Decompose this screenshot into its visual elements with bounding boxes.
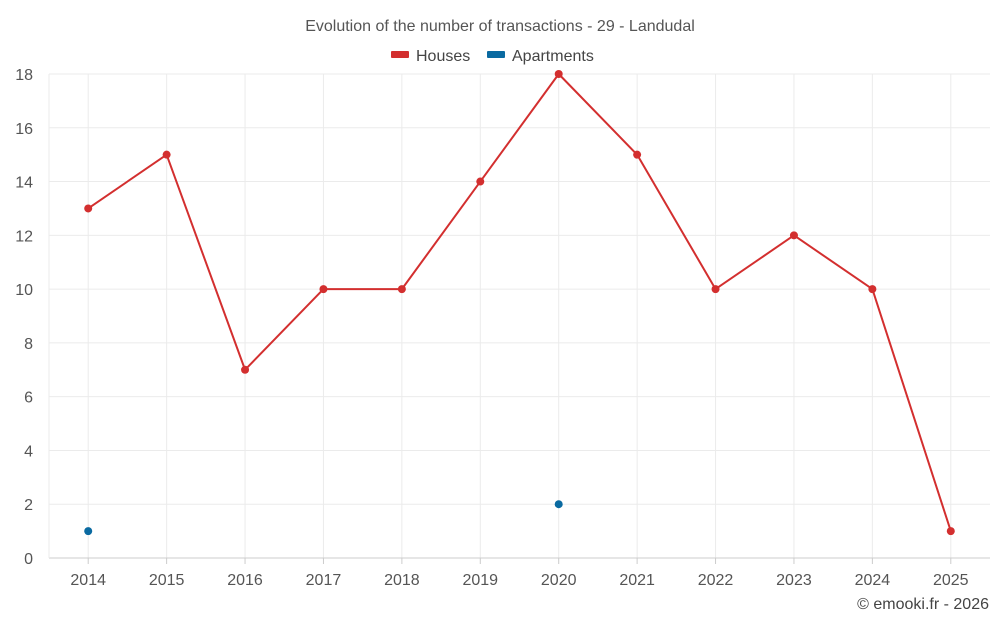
credit-text: © emooki.fr - 2026 [857,596,989,613]
y-tick-label: 12 [15,228,33,245]
x-tick-label: 2016 [227,572,263,589]
y-axis-ticks: 0 2 4 6 8 10 12 14 16 18 [15,67,33,568]
data-point-houses-2016[interactable] [241,365,250,374]
series-apartments [84,500,563,536]
x-tick-label: 2025 [933,572,969,589]
data-point-houses-2015[interactable] [162,150,171,159]
y-tick-label: 4 [24,443,33,460]
x-tick-label: 2024 [855,572,891,589]
x-tick-label: 2019 [462,572,498,589]
x-tick-label: 2023 [776,572,812,589]
x-tick-label: 2014 [70,572,106,589]
y-tick-label: 10 [15,282,33,299]
x-tick-label: 2017 [306,572,342,589]
axes [48,74,990,559]
grid [49,73,990,558]
x-tick-label: 2020 [541,572,577,589]
data-point-houses-2022[interactable] [711,285,720,294]
data-point-houses-2021[interactable] [633,150,642,159]
legend-label-houses[interactable]: Houses [416,48,470,65]
data-point-houses-2018[interactable] [397,285,406,294]
y-tick-label: 16 [15,121,33,138]
y-tick-label: 0 [24,551,33,568]
data-point-houses-2025[interactable] [946,527,955,536]
legend-swatch-houses[interactable] [391,51,409,58]
data-point-houses-2014[interactable] [84,204,93,213]
x-axis-ticks: 2014 2015 2016 2017 2018 2019 2020 2021 2022 2023… [70,558,969,589]
legend-label-apartments[interactable]: Apartments [512,48,594,65]
y-tick-label: 18 [15,67,33,84]
x-tick-label: 2015 [149,572,185,589]
data-point-houses-2019[interactable] [476,177,485,186]
x-tick-label: 2021 [619,572,655,589]
data-point-houses-2024[interactable] [868,285,877,294]
series [84,70,955,536]
legend: Houses Apartments [391,48,594,65]
y-tick-label: 14 [15,175,33,192]
x-tick-label: 2022 [698,572,734,589]
series-houses [84,70,955,536]
y-tick-label: 8 [24,336,33,353]
x-tick-label: 2018 [384,572,420,589]
data-point-apartments-2020[interactable] [554,500,563,509]
series-line-houses [87,73,952,532]
data-point-houses-2023[interactable] [789,231,798,240]
chart-title: Evolution of the number of transactions … [305,18,695,35]
data-point-houses-2017[interactable] [319,285,328,294]
y-tick-label: 6 [24,390,33,407]
data-point-houses-2020[interactable] [554,70,563,78]
legend-swatch-apartments[interactable] [487,51,505,58]
data-point-apartments-2014[interactable] [84,527,93,536]
y-tick-label: 2 [24,497,33,514]
